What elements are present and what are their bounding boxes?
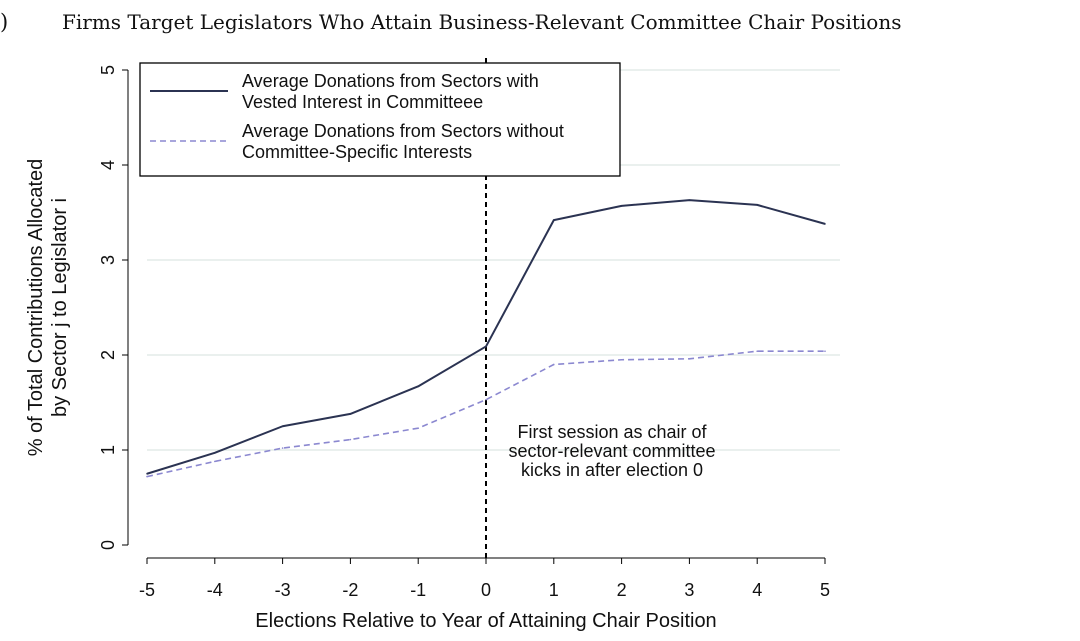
chart-title: Firms Target Legislators Who Attain Busi… [62, 10, 902, 34]
series-2-point [553, 363, 555, 366]
annotation-line: First session as chair of [517, 422, 707, 442]
y-tick-label: 5 [98, 65, 118, 75]
x-tick-label: 0 [481, 580, 491, 600]
x-tick-label: 3 [684, 580, 694, 600]
legend-box [139, 62, 621, 177]
series-1-point [553, 219, 555, 221]
x-tick-label: -2 [342, 580, 358, 600]
legend-label: Average Donations from Sectors without [242, 121, 564, 141]
y-tick-label: 1 [98, 445, 118, 455]
series-1-point [824, 223, 826, 225]
series-2-point [688, 358, 691, 360]
legend-label: Committee-Specific Interests [242, 142, 472, 162]
x-tick-label: -4 [207, 580, 223, 600]
x-tick-label: 1 [549, 580, 559, 600]
panel-label: ) [0, 10, 9, 34]
y-tick-label: 2 [98, 350, 118, 360]
y-axis-label: by Sector j to Legislator i [49, 198, 71, 417]
series-2-point [824, 350, 826, 353]
series-1-point [417, 385, 420, 388]
annotation-line: sector-relevant committee [508, 441, 715, 461]
series-lines [146, 199, 826, 478]
series-1-point [281, 425, 284, 428]
x-tick-label: -1 [410, 580, 426, 600]
x-tick-label: -5 [139, 580, 155, 600]
series-2-point [756, 350, 758, 353]
legend-label: Average Donations from Sectors with [242, 71, 539, 91]
y-axis-label: % of Total Contributions Allocated [25, 159, 47, 457]
x-tick-label: 5 [820, 580, 830, 600]
x-axis-label: Elections Relative to Year of Attaining … [255, 610, 716, 632]
tick-labels: 0 1 2 3 4 5 -5 -4 -3 -2 -1 0 1 2 3 4 5 [98, 65, 830, 600]
annotation: First session as chair ofsector-relevant… [508, 422, 715, 480]
y-tick-label: 0 [98, 540, 118, 550]
series-2-point [281, 447, 284, 449]
series-1-point [485, 345, 487, 348]
y-tick-label: 4 [98, 160, 118, 170]
series-2-point [214, 460, 216, 463]
series-2-point [349, 438, 352, 441]
series-1-point [620, 205, 623, 207]
series-1-point [349, 413, 352, 415]
axis-labels: Elections Relative to Year of Attaining … [25, 159, 717, 632]
series-2-point [485, 398, 487, 401]
series-1-point [146, 472, 148, 475]
series-2-point [417, 427, 420, 429]
series-line-2 [146, 350, 825, 478]
series-1-point [756, 204, 758, 206]
series-2-point [620, 358, 623, 361]
annotation-line: kicks in after election 0 [521, 460, 703, 480]
series-1-point [688, 199, 691, 201]
legend: Average Donations from Sectors withVeste… [139, 62, 621, 177]
x-tick-label: -3 [275, 580, 291, 600]
y-tick-label: 3 [98, 255, 118, 265]
x-tick-label: 4 [752, 580, 762, 600]
series-2-point [146, 475, 148, 478]
series-1-point [214, 452, 216, 454]
x-tick-label: 2 [617, 580, 627, 600]
legend-label: Vested Interest in Committeee [242, 92, 483, 112]
